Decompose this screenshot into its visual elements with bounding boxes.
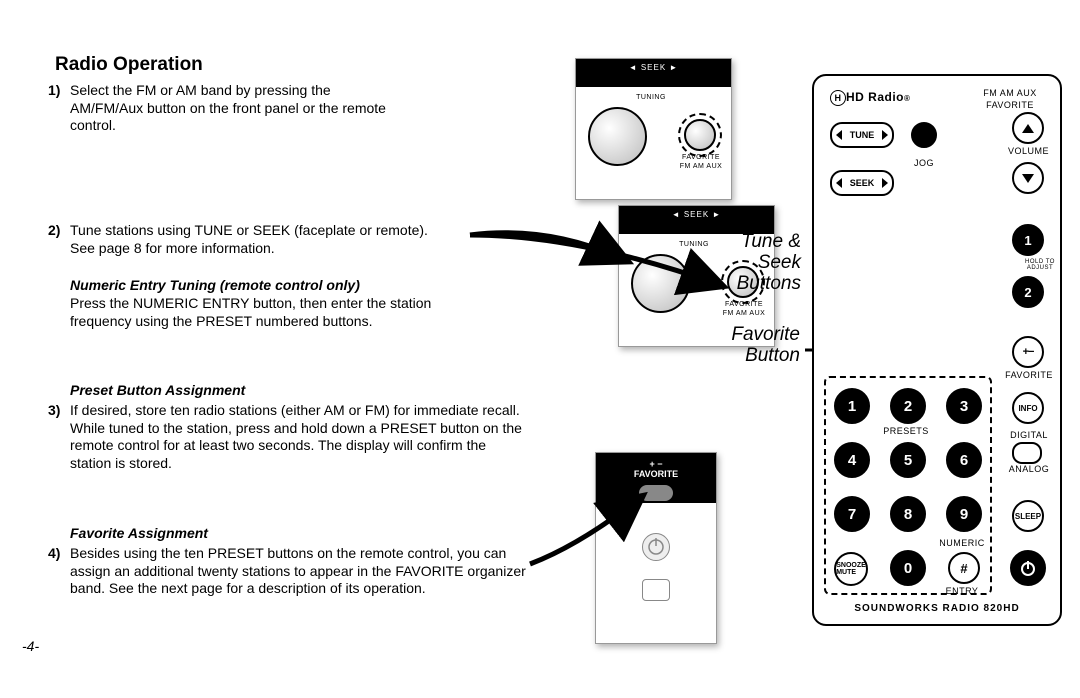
seek-bar: ◄ SEEK ► [576,59,731,87]
snooze-mute-button[interactable]: SNOOZE MUTE [834,552,868,586]
volume-label: VOLUME [1008,146,1048,156]
volume-down-button[interactable] [1012,162,1044,194]
preset-5[interactable]: 5 [890,442,926,478]
step-2-text: Tune stations using TUNE or SEEK (facepl… [70,222,428,256]
preset-4[interactable]: 4 [834,442,870,478]
step-4-text: Besides using the ten PRESET buttons on … [70,545,526,596]
highlight-circle-icon [678,113,722,157]
numeric-label: NUMERIC [934,538,990,548]
faceplate-illustration-1: ◄ SEEK ► TUNING FAVORITE FM AM AUX [575,58,732,200]
step-3: 3) If desired, store ten radio stations … [70,402,530,472]
step-4-num: 4) [48,545,60,563]
entry-label: ENTRY [934,586,990,596]
step-1: 1) Select the FM or AM band by pressing … [70,82,400,135]
step-3-text: If desired, store ten radio stations (ei… [70,402,522,471]
side-preset-1[interactable]: 1 [1012,224,1044,256]
seek-button[interactable]: SEEK [830,170,894,196]
preset-7[interactable]: 7 [834,496,870,532]
numeric-entry-button[interactable]: # [948,552,980,584]
side-preset-2[interactable]: 2 [1012,276,1044,308]
preset-2[interactable]: 2 [890,388,926,424]
page-title: Radio Operation [55,54,203,76]
seek-bar-2: ◄ SEEK ► [619,206,774,234]
favorite-callout: Favorite Button [720,325,800,367]
step-4: 4) Besides using the ten PRESET buttons … [70,545,530,598]
power-button[interactable] [1010,550,1046,586]
step-2: 2) Tune stations using TUNE or SEEK (fac… [70,222,440,257]
sleep-button[interactable]: SLEEP [1012,500,1044,532]
numeric-entry-heading: Numeric Entry Tuning (remote control onl… [70,277,580,295]
remote-control-illustration: HHD Radio® FM AM AUX FAVORITE TUNE SEEK … [812,74,1062,626]
preset-9[interactable]: 9 [946,496,982,532]
step-3-num: 3) [48,402,60,420]
digital-label: DIGITAL [1006,430,1052,440]
band-label-2: FM AM AUX [719,310,769,317]
hd-radio-brand: HHD Radio® [830,90,910,106]
favorite-panel-illustration: + − FAVORITE [595,452,717,644]
favorite-band-header: + − FAVORITE [596,453,716,503]
tuning-knob-icon [588,107,647,166]
hold-to-adjust-label: HOLD TO ADJUST [1018,259,1062,271]
favorite-plus-minus-button[interactable]: +− [1012,336,1044,368]
tune-button[interactable]: TUNE [830,122,894,148]
preset-0[interactable]: 0 [890,550,926,586]
jog-button[interactable] [911,122,937,148]
preset-6[interactable]: 6 [946,442,982,478]
preset-1[interactable]: 1 [834,388,870,424]
favorite-label-3: FAVORITE [596,469,716,479]
step-2-num: 2) [48,222,60,240]
favorite-heading: Favorite Assignment [70,525,580,543]
info-button[interactable]: INFO [1012,392,1044,424]
preset-8[interactable]: 8 [890,496,926,532]
step-1-num: 1) [48,82,60,100]
tuning-knob-icon-2 [631,254,690,313]
band-label: FM AM AUX [676,163,726,170]
fm-am-aux-label: FM AM AUX [980,88,1040,98]
tuning-label: TUNING [626,94,676,101]
favorite-label: FAVORITE [676,154,726,161]
favorite-label-2: FAVORITE [719,301,769,308]
digital-analog-toggle[interactable] [1012,442,1042,464]
preset-heading: Preset Button Assignment [70,382,580,400]
preset-3[interactable]: 3 [946,388,982,424]
analog-label: ANALOG [1006,464,1052,474]
presets-label: PRESETS [824,426,988,436]
power-button-icon [642,533,670,561]
page-number: -4- [22,638,39,654]
remote-footer: SOUNDWORKS RADIO 820HD [814,603,1060,614]
favorite-label-btn: FAVORITE [1004,370,1054,380]
bed-icon [642,579,670,601]
step-1-text: Select the FM or AM band by pressing the… [70,82,386,133]
plus-minus-label: + − [596,459,716,469]
jog-label: JOG [909,158,939,168]
numeric-entry-text: Press the NUMERIC ENTRY button, then ent… [70,295,450,330]
tune-seek-callout: Tune & Seek Buttons [703,232,801,295]
volume-up-button[interactable] [1012,112,1044,144]
favorite-pill-icon [639,485,673,501]
favorite-label-remote: FAVORITE [980,100,1040,110]
